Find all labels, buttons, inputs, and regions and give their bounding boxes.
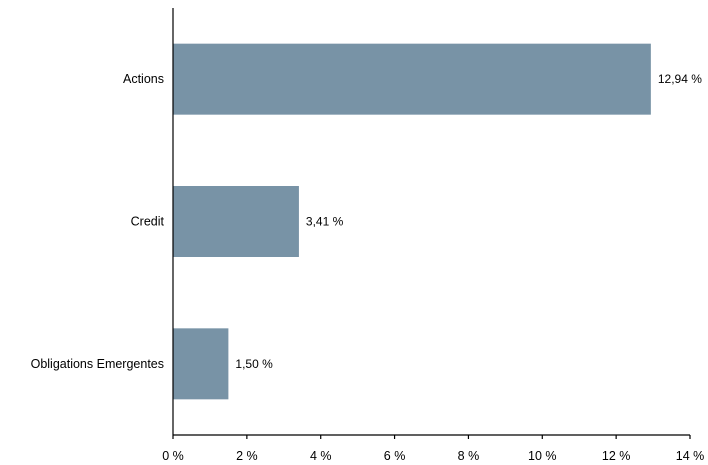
x-ticks-group: 0 % 2 % 4 % 6 % 8 % 10 % 12 % 14 % [162, 435, 704, 463]
x-tick-label: 6 % [384, 449, 406, 463]
x-tick-label: 14 % [676, 449, 705, 463]
data-label: 3,41 % [306, 215, 344, 229]
x-tick-label: 0 % [162, 449, 184, 463]
category-label: Actions [123, 72, 164, 86]
x-tick-label: 2 % [236, 449, 258, 463]
bars-group [173, 43, 651, 400]
x-tick-label: 12 % [602, 449, 631, 463]
category-label: Obligations Emergentes [31, 357, 164, 371]
bar [173, 186, 299, 257]
category-labels-group: Actions Credit Obligations Emergentes [31, 72, 165, 371]
data-labels-group: 12,94 % 3,41 % 1,50 % [235, 72, 702, 371]
data-label: 12,94 % [658, 72, 702, 86]
x-tick-label: 10 % [528, 449, 557, 463]
x-tick-label: 4 % [310, 449, 332, 463]
x-tick-label: 8 % [458, 449, 480, 463]
category-label: Credit [131, 215, 165, 229]
bar [173, 328, 229, 400]
bar [173, 43, 651, 115]
data-label: 1,50 % [235, 357, 273, 371]
